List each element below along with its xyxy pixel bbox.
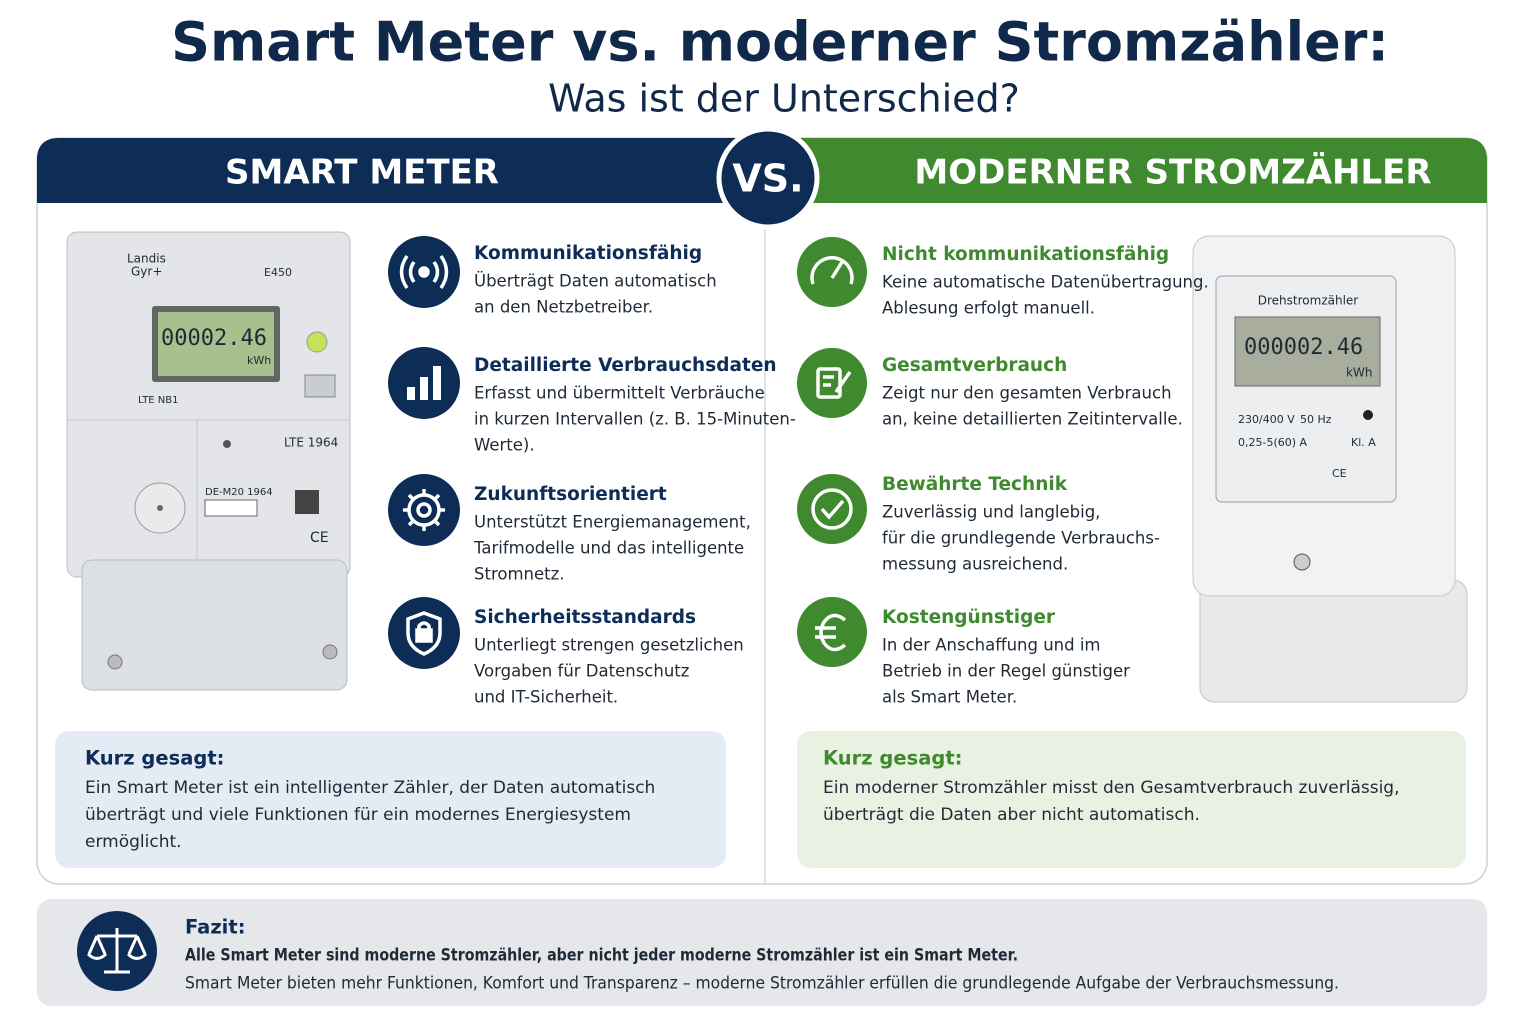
meter-name: Drehstromzähler [1258,294,1359,308]
feature-text: Erfasst und übermittelt Verbräuche [474,384,765,403]
summary-box-left [55,731,726,868]
feature-text: Unterliegt strengen gesetzlichen [474,636,744,655]
left-header [37,138,765,203]
feature-text: Stromnetz. [474,565,565,584]
feature-text: Tarifmodelle und das intelligente [473,539,744,558]
vs-badge [716,126,820,230]
feature-text: Zeigt nur den gesamten Verbrauch [882,384,1172,403]
left-heading: SMART METER [225,153,499,193]
feature-title: Kommunikationsfähig [474,243,702,264]
conclusion-text: Smart Meter bieten mehr Funktionen, Komf… [185,974,1339,993]
summary-title: Kurz gesagt: [823,747,962,770]
feature-text: Zuverlässig und langlebig, [882,503,1100,522]
meter-label: LTE NB1 [138,395,179,406]
modern-meter-image [1192,235,1468,703]
feature-text: Unterstützt Energiemanagement, [474,513,751,532]
conclusion-box [37,899,1487,1006]
meter-frequency: 50 Hz [1300,413,1332,426]
meter-unit: kWh [247,354,271,367]
feature-text: Betrieb in der Regel günstiger [882,662,1130,681]
meter-id: DE-M20 1964 [205,487,273,498]
feature-text: für die grundlegende Verbrauchs- [882,529,1160,548]
meter-brand: Landis [127,252,166,266]
summary-text: überträgt die Daten aber nicht automatis… [823,805,1200,825]
meter-display: 00002.46 [161,326,267,351]
vs-label: VS. [732,157,803,201]
feature-title: Kostengünstiger [882,607,1056,628]
summary-text: ermöglicht. [85,832,182,852]
feature-text: an den Netzbetreiber. [474,298,653,317]
meter-current: 0,25-5(60) A [1238,436,1308,449]
feature-title: Detaillierte Verbrauchsdaten [474,355,777,376]
conclusion-text: Alle Smart Meter sind moderne Stromzähle… [185,946,1018,965]
feature-text: messung ausreichend. [882,555,1068,574]
feature-text: und IT-Sicherheit. [474,688,618,707]
feature-title: Nicht kommunikationsfähig [882,244,1169,265]
conclusion-title: Fazit: [185,916,246,939]
smart-meter-image [66,231,351,691]
meter-unit: kWh [1346,366,1372,380]
feature-text: Werte). [474,436,535,455]
feature-title: Zukunftsorientiert [474,484,667,505]
meter-class: Kl. A [1351,436,1376,449]
meter-voltage: 230/400 V [1238,413,1295,426]
summary-text: Ein Smart Meter ist ein intelligenter Zä… [85,778,655,798]
meter-mark: CE [1332,467,1347,480]
title: Smart Meter vs. moderner Stromzähler: [171,11,1389,74]
right-header [765,138,1487,203]
meter-label: LTE 1964 [284,436,338,450]
feature-text: an, keine detaillierten Zeitintervalle. [882,410,1183,429]
feature-text: Überträgt Daten automatisch [474,272,717,291]
feature-icons-right [797,237,867,667]
feature-title: Gesamtverbrauch [882,355,1067,376]
feature-text: als Smart Meter. [882,688,1017,707]
feature-icon-glyphs [810,256,854,652]
meter-model: E450 [264,266,292,279]
meter-brand: Gyr+ [131,265,162,279]
feature-text: Vorgaben für Datenschutz [474,662,689,681]
feature-icon-glyphs [399,255,449,656]
meter-display: 000002.46 [1244,335,1363,360]
feature-text: in kurzen Intervallen (z. B. 15-Minuten- [474,410,796,429]
summary-text: überträgt und viele Funktionen für ein m… [85,805,631,825]
feature-icons-left [388,236,460,669]
feature-title: Sicherheitsstandards [474,607,696,628]
feature-text: Keine automatische Datenübertragung. [882,273,1209,292]
subtitle: Was ist der Unterschied? [548,77,1020,121]
feature-title: Bewährte Technik [882,474,1068,495]
feature-text: In der Anschaffung und im [882,636,1101,655]
summary-box-right [797,731,1466,868]
summary-text: Ein moderner Stromzähler misst den Gesam… [823,778,1400,798]
feature-text: Ablesung erfolgt manuell. [882,299,1095,318]
right-heading: MODERNER STROMZÄHLER [914,152,1431,193]
scale-glyph [86,928,148,974]
summary-title: Kurz gesagt: [85,747,224,770]
meter-mark: CE [310,530,329,546]
bar-icon [407,366,441,400]
